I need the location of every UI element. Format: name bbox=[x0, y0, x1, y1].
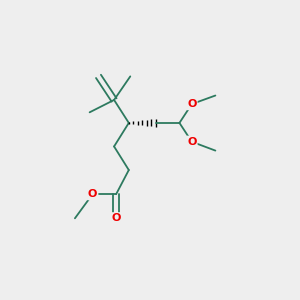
Text: O: O bbox=[88, 189, 97, 199]
Text: O: O bbox=[187, 137, 196, 147]
Text: O: O bbox=[187, 99, 196, 109]
Text: O: O bbox=[112, 213, 121, 223]
